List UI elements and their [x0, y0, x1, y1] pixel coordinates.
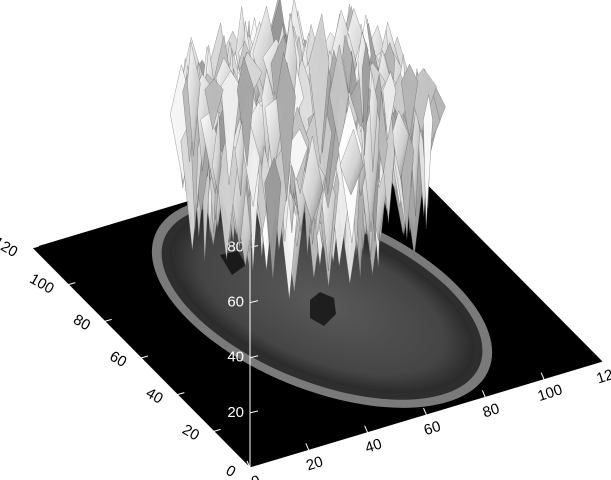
y-tick-label: 100 — [27, 270, 57, 297]
page: 02040608010012002040608010012020406080 (… — [0, 0, 611, 480]
y-tick-label: 20 — [179, 421, 202, 444]
z-tick-label: 40 — [227, 349, 244, 366]
chart: 02040608010012002040608010012020406080 — [0, 0, 611, 480]
x-tick-label: 20 — [304, 453, 325, 474]
x-tick-label: 100 — [535, 381, 564, 405]
z-tick-label: 60 — [227, 294, 244, 311]
y-tick-label: 0 — [223, 462, 239, 480]
y-tick-label: 40 — [143, 385, 166, 408]
x-tick-label: 80 — [481, 400, 502, 421]
x-tick-label: 120 — [594, 364, 611, 388]
y-tick-label: 80 — [70, 311, 93, 334]
y-tick-label: 60 — [107, 348, 130, 371]
x-tick-label: 40 — [363, 435, 384, 456]
y-tick-label: 120 — [0, 234, 21, 261]
x-tick-label: 60 — [422, 418, 443, 439]
x-tick-label: 0 — [249, 472, 262, 480]
z-tick-label: 20 — [227, 404, 244, 421]
